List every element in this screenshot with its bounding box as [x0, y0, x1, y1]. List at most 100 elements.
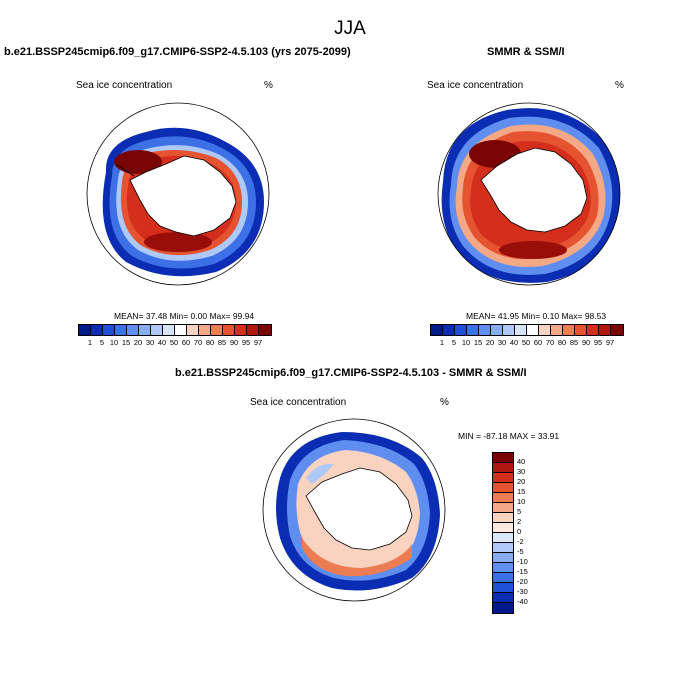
colorbar-tick-label: 15 — [517, 487, 526, 496]
model-panel-title: b.e21.BSSP245cmip6.f09_g17.CMIP6-SSP2-4.… — [4, 46, 351, 58]
colorbar-swatch — [443, 325, 455, 335]
colorbar-swatch — [151, 325, 163, 335]
colorbar-tick-label: 30 — [497, 338, 507, 347]
obs-panel-title: SMMR & SSM/I — [487, 46, 565, 58]
obs-ross-ice — [499, 241, 567, 259]
colorbar-swatch — [493, 463, 513, 473]
obs-colorbar — [430, 324, 624, 336]
colorbar-swatch — [493, 483, 513, 493]
colorbar-swatch — [127, 325, 139, 335]
colorbar-tick-label: -5 — [517, 547, 524, 556]
colorbar-swatch — [493, 523, 513, 533]
colorbar-tick-label: 40 — [157, 338, 167, 347]
model-ross-ice — [144, 232, 212, 252]
colorbar-swatch — [493, 583, 513, 593]
colorbar-swatch — [587, 325, 599, 335]
colorbar-tick-label: 20 — [133, 338, 143, 347]
colorbar-tick-label: 50 — [521, 338, 531, 347]
obs-variable-label: Sea ice concentration — [427, 80, 524, 91]
figure-title: JJA — [334, 18, 366, 39]
colorbar-swatch — [235, 325, 247, 335]
colorbar-tick-label: -15 — [517, 567, 528, 576]
colorbar-tick-label: 5 — [451, 338, 457, 347]
colorbar-tick-label: 80 — [205, 338, 215, 347]
diff-units-label: % — [440, 397, 449, 408]
colorbar-tick-label: 5 — [99, 338, 105, 347]
colorbar-tick-label: 60 — [533, 338, 543, 347]
diff-panel-title: b.e21.BSSP245cmip6.f09_g17.CMIP6-SSP2-4.… — [175, 367, 527, 379]
colorbar-tick-label: 95 — [593, 338, 603, 347]
colorbar-swatch — [493, 563, 513, 573]
obs-stats: MEAN= 41.95 Min= 0.10 Max= 98.53 — [466, 311, 607, 321]
model-polar-map — [86, 102, 270, 286]
colorbar-swatch — [493, 493, 513, 503]
colorbar-swatch — [91, 325, 103, 335]
colorbar-tick-label: 97 — [253, 338, 263, 347]
diff-stats: MIN = -87.18 MAX = 33.91 — [458, 431, 560, 441]
colorbar-tick-label: 1 — [439, 338, 445, 347]
colorbar-tick-label: 80 — [557, 338, 567, 347]
colorbar-tick-label: 40 — [509, 338, 519, 347]
colorbar-tick-label: -2 — [517, 537, 524, 546]
colorbar-swatch — [599, 325, 611, 335]
colorbar-swatch — [493, 573, 513, 583]
diff-antarctica-landmass — [305, 467, 413, 551]
colorbar-tick-label: 1 — [87, 338, 93, 347]
colorbar-tick-label: -40 — [517, 597, 528, 606]
colorbar-swatch — [551, 325, 563, 335]
colorbar-tick-label: 30 — [517, 467, 526, 476]
model-weddell-ice — [114, 150, 162, 174]
colorbar-swatch — [611, 325, 623, 335]
colorbar-tick-label: 5 — [517, 507, 522, 516]
colorbar-swatch — [115, 325, 127, 335]
obs-units-label: % — [615, 80, 624, 91]
colorbar-tick-label: 90 — [581, 338, 591, 347]
colorbar-tick-label: 95 — [241, 338, 251, 347]
colorbar-tick-label: -30 — [517, 587, 528, 596]
colorbar-swatch — [493, 593, 513, 603]
colorbar-tick-label: 15 — [473, 338, 483, 347]
colorbar-tick-label: 10 — [517, 497, 526, 506]
colorbar-swatch — [139, 325, 151, 335]
colorbar-tick-label: 2 — [517, 517, 522, 526]
colorbar-tick-label: 0 — [517, 527, 522, 536]
model-units-label: % — [264, 80, 273, 91]
colorbar-tick-label: 50 — [169, 338, 179, 347]
colorbar-tick-label: 10 — [461, 338, 471, 347]
colorbar-swatch — [493, 603, 513, 613]
colorbar-swatch — [247, 325, 259, 335]
colorbar-swatch — [491, 325, 503, 335]
colorbar-swatch — [187, 325, 199, 335]
colorbar-swatch — [479, 325, 491, 335]
colorbar-tick-label: 40 — [517, 457, 526, 466]
colorbar-swatch — [527, 325, 539, 335]
colorbar-swatch — [493, 543, 513, 553]
colorbar-swatch — [79, 325, 91, 335]
colorbar-swatch — [259, 325, 271, 335]
colorbar-tick-label: 30 — [145, 338, 155, 347]
diff-positive-band — [302, 538, 412, 577]
colorbar-tick-label: 70 — [193, 338, 203, 347]
model-variable-label: Sea ice concentration — [76, 80, 173, 91]
colorbar-swatch — [467, 325, 479, 335]
colorbar-tick-label: 20 — [517, 477, 526, 486]
obs-antarctica-landmass — [480, 147, 588, 233]
colorbar-tick-label: 15 — [121, 338, 131, 347]
obs-polar-map — [437, 102, 621, 286]
colorbar-swatch — [163, 325, 175, 335]
colorbar-swatch — [493, 513, 513, 523]
colorbar-swatch — [515, 325, 527, 335]
colorbar-swatch — [563, 325, 575, 335]
colorbar-swatch — [211, 325, 223, 335]
colorbar-tick-label: 85 — [217, 338, 227, 347]
colorbar-tick-label: 85 — [569, 338, 579, 347]
colorbar-swatch — [175, 325, 187, 335]
colorbar-swatch — [493, 503, 513, 513]
colorbar-tick-label: 10 — [109, 338, 119, 347]
colorbar-tick-label: 97 — [605, 338, 615, 347]
model-colorbar — [78, 324, 272, 336]
colorbar-tick-label: -20 — [517, 577, 528, 586]
model-stats: MEAN= 37.48 Min= 0.00 Max= 99.94 — [114, 311, 255, 321]
colorbar-swatch — [575, 325, 587, 335]
colorbar-swatch — [103, 325, 115, 335]
